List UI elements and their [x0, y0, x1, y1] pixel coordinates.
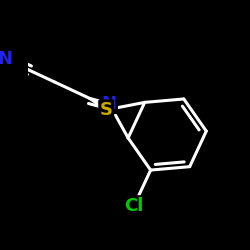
Text: S: S	[100, 101, 113, 119]
Text: N: N	[102, 95, 116, 113]
Text: N: N	[0, 50, 12, 68]
Text: Cl: Cl	[124, 197, 144, 215]
